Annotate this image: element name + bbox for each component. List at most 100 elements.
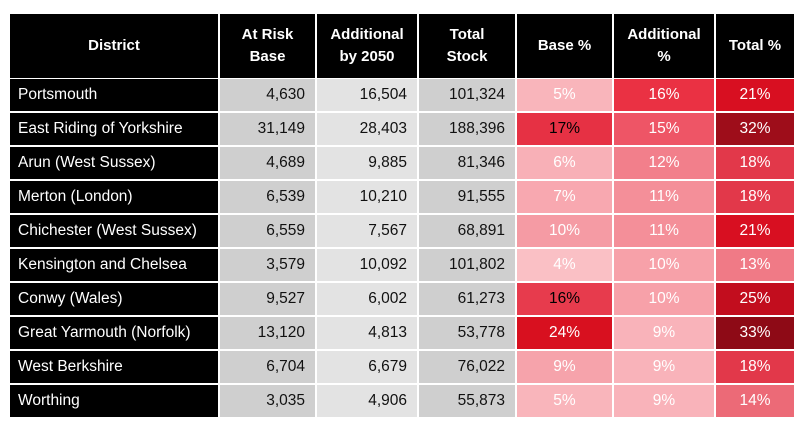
base-pct-cell: 10% <box>517 215 612 249</box>
table-row[interactable]: Arun (West Sussex) 4,689 9,885 81,346 6% 12% 1… <box>10 147 794 181</box>
additional-pct-cell: 16% <box>614 79 714 113</box>
header-total-pct[interactable]: Total % <box>716 14 794 79</box>
header-label: Additional <box>627 26 701 43</box>
header-label: Base <box>249 48 286 65</box>
additional-pct-cell: 12% <box>614 147 714 181</box>
district-cell: Conwy (Wales) <box>10 283 218 317</box>
header-district[interactable]: District <box>10 14 218 79</box>
additional-cell: 6,679 <box>317 351 417 385</box>
district-cell: Worthing <box>10 385 218 419</box>
district-cell: East Riding of Yorkshire <box>10 113 218 147</box>
table-header: District At Risk Base Additional by 2050 Tota… <box>10 14 794 79</box>
at-risk-base-cell: 3,035 <box>220 385 315 419</box>
at-risk-base-cell: 3,579 <box>220 249 315 283</box>
additional-cell: 9,885 <box>317 147 417 181</box>
additional-pct-cell: 11% <box>614 215 714 249</box>
at-risk-base-cell: 4,630 <box>220 79 315 113</box>
total-pct-cell: 13% <box>716 249 794 283</box>
total-stock-cell: 76,022 <box>419 351 515 385</box>
header-additional-pct[interactable]: Additional% <box>614 14 714 79</box>
table-row[interactable]: Chichester (West Sussex) 6,559 7,567 68,891… <box>10 215 794 249</box>
additional-pct-cell: 15% <box>614 113 714 147</box>
base-pct-cell: 4% <box>517 249 612 283</box>
total-pct-cell: 14% <box>716 385 794 419</box>
header-additional-by-2050[interactable]: Additional by 2050 <box>317 14 417 79</box>
base-pct-cell: 17% <box>517 113 612 147</box>
district-cell: Kensington and Chelsea <box>10 249 218 283</box>
additional-cell: 16,504 <box>317 79 417 113</box>
table-row[interactable]: Merton (London) 6,539 10,210 91,555 7% 11% 18% <box>10 181 794 215</box>
total-pct-cell: 32% <box>716 113 794 147</box>
header-label: District <box>88 37 140 54</box>
at-risk-base-cell: 13,120 <box>220 317 315 351</box>
additional-pct-cell: 11% <box>614 181 714 215</box>
additional-pct-cell: 9% <box>614 385 714 419</box>
total-pct-cell: 18% <box>716 181 794 215</box>
header-base-pct[interactable]: Base % <box>517 14 612 79</box>
table-row[interactable]: Conwy (Wales) 9,527 6,002 61,273 16% 10% 25% <box>10 283 794 317</box>
header-total-stock[interactable]: Total Stock <box>419 14 515 79</box>
base-pct-cell: 24% <box>517 317 612 351</box>
additional-cell: 7,567 <box>317 215 417 249</box>
total-stock-cell: 188,396 <box>419 113 515 147</box>
header-label: by 2050 <box>339 48 395 65</box>
at-risk-base-cell: 31,149 <box>220 113 315 147</box>
additional-cell: 4,906 <box>317 385 417 419</box>
total-stock-cell: 101,802 <box>419 249 515 283</box>
table-row[interactable]: Portsmouth 4,630 16,504 101,324 5% 16% 21% <box>10 79 794 113</box>
at-risk-base-cell: 6,704 <box>220 351 315 385</box>
total-pct-cell: 18% <box>716 147 794 181</box>
header-row: District At Risk Base Additional by 2050 Tota… <box>10 14 794 79</box>
district-cell: West Berkshire <box>10 351 218 385</box>
total-stock-cell: 101,324 <box>419 79 515 113</box>
header-label: Stock <box>446 48 488 65</box>
total-stock-cell: 55,873 <box>419 385 515 419</box>
header-label: Base % <box>537 37 592 54</box>
district-cell: Portsmouth <box>10 79 218 113</box>
additional-cell: 6,002 <box>317 283 417 317</box>
table-row[interactable]: Great Yarmouth (Norfolk) 13,120 4,813 53,77… <box>10 317 794 351</box>
table-row[interactable]: Kensington and Chelsea 3,579 10,092 101,802… <box>10 249 794 283</box>
district-cell: Arun (West Sussex) <box>10 147 218 181</box>
additional-pct-cell: 9% <box>614 317 714 351</box>
total-pct-cell: 21% <box>716 215 794 249</box>
total-stock-cell: 91,555 <box>419 181 515 215</box>
header-label: Total % <box>728 37 782 54</box>
additional-pct-cell: 10% <box>614 283 714 317</box>
table-row[interactable]: East Riding of Yorkshire 31,149 28,403 188,… <box>10 113 794 147</box>
at-risk-base-cell: 6,559 <box>220 215 315 249</box>
table-row[interactable]: West Berkshire 6,704 6,679 76,022 9% 9% 18% <box>10 351 794 385</box>
header-label: Total <box>449 26 485 43</box>
total-pct-cell: 25% <box>716 283 794 317</box>
base-pct-cell: 16% <box>517 283 612 317</box>
risk-table: District At Risk Base Additional by 2050 Tota… <box>8 14 796 419</box>
district-cell: Great Yarmouth (Norfolk) <box>10 317 218 351</box>
base-pct-cell: 7% <box>517 181 612 215</box>
at-risk-base-cell: 4,689 <box>220 147 315 181</box>
additional-cell: 4,813 <box>317 317 417 351</box>
base-pct-cell: 5% <box>517 79 612 113</box>
header-label: At Risk <box>241 26 294 43</box>
additional-cell: 10,092 <box>317 249 417 283</box>
base-pct-cell: 6% <box>517 147 612 181</box>
header-label: Additional <box>330 26 404 43</box>
additional-cell: 28,403 <box>317 113 417 147</box>
header-label: % <box>657 48 671 65</box>
additional-cell: 10,210 <box>317 181 417 215</box>
risk-table-container: District At Risk Base Additional by 2050 Tota… <box>8 14 794 419</box>
base-pct-cell: 5% <box>517 385 612 419</box>
total-pct-cell: 21% <box>716 79 794 113</box>
additional-pct-cell: 9% <box>614 351 714 385</box>
table-row[interactable]: Worthing 3,035 4,906 55,873 5% 9% 14% <box>10 385 794 419</box>
table-body: Portsmouth 4,630 16,504 101,324 5% 16% 21% East… <box>10 79 794 419</box>
base-pct-cell: 9% <box>517 351 612 385</box>
total-pct-cell: 33% <box>716 317 794 351</box>
total-stock-cell: 53,778 <box>419 317 515 351</box>
district-cell: Merton (London) <box>10 181 218 215</box>
at-risk-base-cell: 6,539 <box>220 181 315 215</box>
header-at-risk-base[interactable]: At Risk Base <box>220 14 315 79</box>
total-pct-cell: 18% <box>716 351 794 385</box>
total-stock-cell: 68,891 <box>419 215 515 249</box>
total-stock-cell: 61,273 <box>419 283 515 317</box>
total-stock-cell: 81,346 <box>419 147 515 181</box>
